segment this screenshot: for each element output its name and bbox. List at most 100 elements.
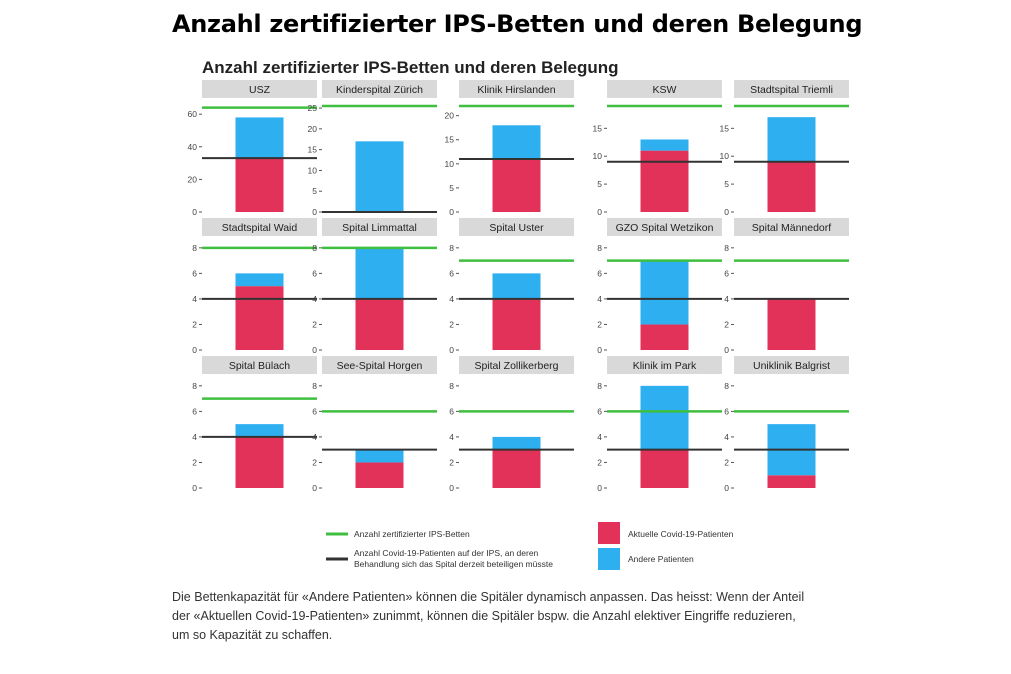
y-tick-label: 10 xyxy=(593,151,603,161)
bar-covid-patients xyxy=(355,298,404,350)
panel-strip xyxy=(459,356,574,374)
panel-title: Stadtspital Triemli xyxy=(750,84,833,96)
y-tick-label: 10 xyxy=(445,159,455,169)
panel-strip xyxy=(734,80,849,98)
panel-strip xyxy=(322,80,437,98)
y-tick-label: 8 xyxy=(449,243,454,253)
panel-strip xyxy=(607,80,722,98)
bar-covid-patients xyxy=(235,286,284,350)
y-tick-label: 6 xyxy=(724,268,729,278)
y-tick-label: 0 xyxy=(597,207,602,217)
bar-other-patients xyxy=(492,436,541,450)
y-tick-label: 40 xyxy=(188,142,198,152)
y-tick-label: 2 xyxy=(597,319,602,329)
bar-covid-patients xyxy=(235,158,284,212)
page-title: Anzahl zertifizierter IPS-Betten und der… xyxy=(172,10,863,38)
y-tick-label: 8 xyxy=(192,243,197,253)
bar-other-patients xyxy=(235,273,284,287)
y-tick-label: 20 xyxy=(445,111,455,121)
y-tick-label: 0 xyxy=(192,483,197,493)
y-tick-label: 8 xyxy=(597,381,602,391)
y-tick-label: 20 xyxy=(308,124,318,134)
panel-title: Stadtspital Waid xyxy=(222,222,298,234)
panel-title: Spital Uster xyxy=(489,222,544,234)
y-tick-label: 2 xyxy=(597,457,602,467)
legend-other-label: Andere Patienten xyxy=(628,554,694,564)
y-tick-label: 6 xyxy=(597,406,602,416)
y-tick-label: 10 xyxy=(720,151,730,161)
y-tick-label: 0 xyxy=(449,483,454,493)
panel-strip xyxy=(607,218,722,236)
bar-covid-patients xyxy=(767,475,816,488)
y-tick-label: 4 xyxy=(449,432,454,442)
bar-covid-patients xyxy=(492,298,541,350)
y-tick-label: 0 xyxy=(192,345,197,355)
y-tick-label: 8 xyxy=(312,381,317,391)
y-tick-label: 0 xyxy=(724,345,729,355)
y-tick-label: 15 xyxy=(720,123,730,133)
y-tick-label: 4 xyxy=(192,294,197,304)
y-tick-label: 4 xyxy=(312,294,317,304)
bar-covid-patients xyxy=(640,150,689,212)
bar-other-patients xyxy=(767,117,816,162)
y-tick-label: 6 xyxy=(312,406,317,416)
panel-strip xyxy=(202,356,317,374)
y-tick-label: 8 xyxy=(312,243,317,253)
y-tick-label: 6 xyxy=(449,406,454,416)
y-tick-label: 10 xyxy=(308,165,318,175)
panel-title: KSW xyxy=(653,84,677,96)
panel-title: Spital Zollikerberg xyxy=(474,360,558,372)
legend-other-swatch xyxy=(598,548,620,570)
legend-threshold-label: Behandlung sich das Spital derzeit betei… xyxy=(354,559,553,569)
legend-certified-label: Anzahl zertifizierter IPS-Betten xyxy=(354,529,470,539)
bar-covid-patients xyxy=(492,159,541,212)
y-tick-label: 4 xyxy=(597,432,602,442)
y-tick-label: 0 xyxy=(724,207,729,217)
y-tick-label: 0 xyxy=(449,207,454,217)
y-tick-label: 2 xyxy=(724,319,729,329)
y-tick-label: 0 xyxy=(312,207,317,217)
y-tick-label: 4 xyxy=(312,432,317,442)
legend-covid-swatch xyxy=(598,522,620,544)
bar-covid-patients xyxy=(355,462,404,488)
panel-strip xyxy=(734,356,849,374)
panel-title: See-Spital Horgen xyxy=(337,360,423,372)
y-tick-label: 6 xyxy=(192,268,197,278)
y-tick-label: 60 xyxy=(188,109,198,119)
panel-title: USZ xyxy=(249,84,271,96)
bar-other-patients xyxy=(355,141,404,212)
y-tick-label: 2 xyxy=(449,457,454,467)
panel-title: GZO Spital Wetzikon xyxy=(616,222,714,234)
panel-title: Spital Männedorf xyxy=(752,222,831,234)
y-tick-label: 15 xyxy=(308,145,318,155)
y-tick-label: 8 xyxy=(724,381,729,391)
y-tick-label: 5 xyxy=(597,179,602,189)
y-tick-label: 0 xyxy=(312,345,317,355)
bar-covid-patients xyxy=(235,436,284,488)
y-tick-label: 15 xyxy=(593,123,603,133)
y-tick-label: 20 xyxy=(188,174,198,184)
y-tick-label: 4 xyxy=(449,294,454,304)
bar-covid-patients xyxy=(640,449,689,488)
y-tick-label: 25 xyxy=(308,103,318,113)
y-tick-label: 8 xyxy=(724,243,729,253)
y-tick-label: 4 xyxy=(192,432,197,442)
y-tick-label: 15 xyxy=(445,135,455,145)
y-tick-label: 0 xyxy=(597,483,602,493)
y-tick-label: 8 xyxy=(192,381,197,391)
bar-other-patients xyxy=(355,449,404,463)
facet-bar-chart: Anzahl zertifizierter IPS-Betten und der… xyxy=(188,58,849,570)
y-tick-label: 5 xyxy=(449,183,454,193)
panel-strip xyxy=(459,218,574,236)
panel-strip xyxy=(202,218,317,236)
y-tick-label: 0 xyxy=(597,345,602,355)
panel-strip xyxy=(607,356,722,374)
y-tick-label: 0 xyxy=(724,483,729,493)
y-tick-label: 6 xyxy=(449,268,454,278)
panel-title: Spital Bülach xyxy=(229,360,290,372)
chart-figure: Anzahl zertifizierter IPS-Betten und der… xyxy=(172,50,860,580)
y-tick-label: 5 xyxy=(724,179,729,189)
legend-covid-label: Aktuelle Covid-19-Patienten xyxy=(628,529,734,539)
y-tick-label: 4 xyxy=(724,432,729,442)
bar-other-patients xyxy=(235,424,284,437)
